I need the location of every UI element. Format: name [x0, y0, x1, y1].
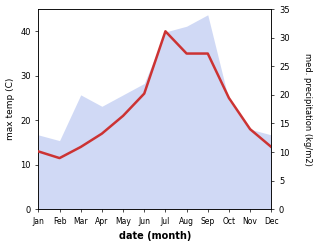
X-axis label: date (month): date (month): [119, 231, 191, 242]
Y-axis label: max temp (C): max temp (C): [5, 78, 15, 140]
Y-axis label: med. precipitation (kg/m2): med. precipitation (kg/m2): [303, 53, 313, 165]
